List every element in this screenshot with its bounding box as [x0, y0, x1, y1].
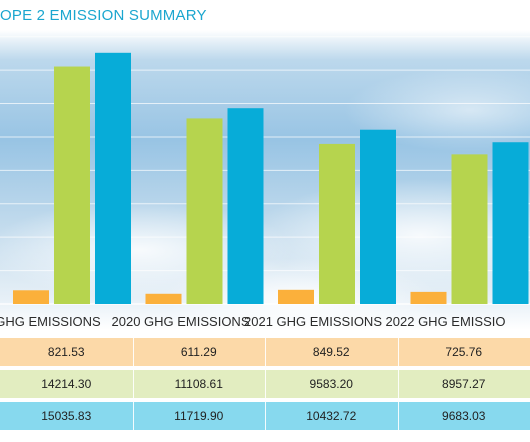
- table-divider: [265, 402, 266, 430]
- bar-series-2-4: [451, 154, 488, 304]
- bar-series-1-4: [410, 291, 447, 304]
- category-tick-label: 2022 GHG EMISSIO: [386, 314, 506, 329]
- category-tick-label: 2021 GHG EMISSIONS: [244, 314, 382, 329]
- table-cell: 11108.61: [174, 377, 223, 391]
- table-cell: 10432.72: [306, 409, 357, 423]
- table-divider: [397, 370, 399, 398]
- table-cell: 821.53: [47, 345, 85, 359]
- table-divider: [132, 370, 134, 398]
- table-divider: [265, 338, 266, 366]
- table-divider: [265, 370, 266, 398]
- table-divider: [397, 338, 399, 366]
- table-cell: 9683.03: [442, 409, 486, 423]
- table-cell: 725.76: [445, 345, 483, 359]
- table-divider: [397, 402, 399, 430]
- bar-series-2-1: [54, 66, 90, 305]
- bar-series-3-1: [95, 52, 131, 304]
- chart-title: OPE 2 EMISSION SUMMARY: [0, 7, 207, 24]
- bar-series-1-3: [278, 289, 314, 304]
- table-cell: 849.52: [312, 345, 350, 359]
- table-cell: 14214.30: [41, 377, 92, 391]
- table-row: 15035.83 11719.90 10432.72 9683.03: [0, 402, 530, 430]
- bar-series-3-4: [492, 142, 529, 304]
- table-divider: [132, 338, 134, 366]
- table-row: 821.53 611.29 849.52 725.76: [0, 338, 530, 366]
- bar-series-1-2: [145, 293, 182, 304]
- table-row: 14214.30 11108.61 9583.20 8957.27: [0, 370, 530, 398]
- table-cell: 611.29: [180, 345, 217, 359]
- table-cell: 8957.27: [442, 377, 486, 391]
- table-cell: 9583.20: [309, 377, 353, 391]
- category-tick-label: GHG EMISSIONS: [0, 314, 101, 329]
- category-tick-label: 2020 GHG EMISSIONS: [112, 314, 250, 329]
- table-cell: 11719.90: [174, 409, 224, 423]
- bars: [13, 52, 529, 305]
- bar-series-3-2: [227, 108, 264, 304]
- table-divider: [132, 402, 134, 430]
- bar-series-2-2: [186, 118, 223, 304]
- bar-series-1-1: [13, 290, 49, 304]
- table-cell: 15035.83: [41, 409, 92, 423]
- bar-series-2-3: [319, 143, 355, 304]
- bar-series-3-3: [360, 129, 396, 304]
